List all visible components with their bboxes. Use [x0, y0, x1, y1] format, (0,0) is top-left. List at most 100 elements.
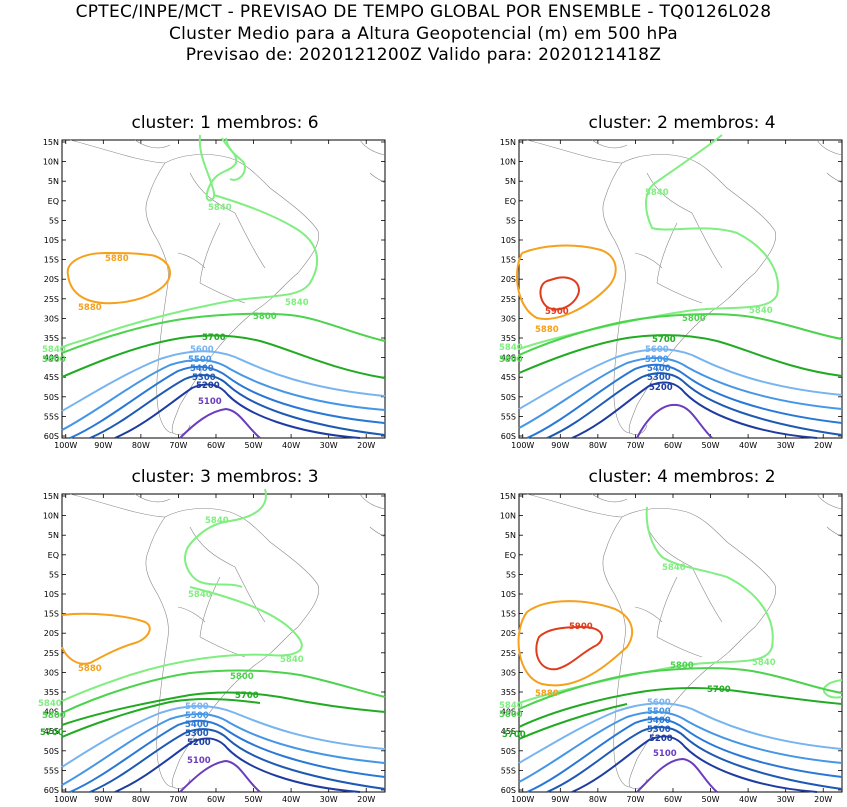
lon-tick-label: 90W [94, 795, 112, 804]
contour-5100 [179, 407, 261, 439]
contour-label: 5300 [192, 373, 216, 383]
contour-label: 5840 [499, 343, 523, 353]
figure-title-line2: Cluster Medio para a Altura Geopotencial… [168, 24, 679, 44]
lat-tick-label: 50S [44, 747, 59, 756]
lon-tick-label: 60W [664, 795, 682, 804]
contour-5600 [61, 705, 386, 768]
contour-5300 [89, 374, 386, 439]
lat-tick-label: 50S [44, 393, 59, 402]
lon-tick-label: 20W [357, 795, 375, 804]
lat-tick-label: 35S [501, 334, 516, 343]
contour-label: 5600 [647, 698, 671, 708]
lon-tick-label: 50W [244, 795, 262, 804]
lat-tick-label: 45S [44, 727, 59, 736]
lat-tick-label: 10S [501, 590, 516, 599]
contour-5840-north [198, 134, 238, 202]
contour-5700 [61, 334, 386, 379]
contour-label: 5100 [653, 749, 677, 759]
lat-tick-label: 10S [44, 590, 59, 599]
lat-tick-label: EQ [48, 551, 59, 560]
map-panel-cluster-2: 15N 10N 5N EQ 5S 10S 15S 20S 25S 30S 35S 40S 45S 50S 5… [499, 134, 843, 450]
lat-tick-label: 10S [501, 236, 516, 245]
contour-5400 [69, 719, 386, 793]
contour-5800 [61, 669, 386, 714]
lon-tick-label: 50W [701, 795, 719, 804]
contour-label: 5840 [752, 658, 776, 668]
lon-tick-label: 40W [739, 441, 757, 450]
map-border [518, 493, 843, 793]
lat-tick-label: 55S [501, 766, 516, 775]
contour-5200 [571, 735, 818, 793]
contour-5840-east [822, 679, 843, 699]
lon-tick-label: 70W [626, 441, 644, 450]
contour-label: 5840 [285, 298, 309, 308]
contour-5200 [114, 737, 361, 793]
contour-5900-closed [539, 276, 581, 311]
lon-tick-label: 70W [626, 795, 644, 804]
lon-tick-label: 20W [814, 441, 832, 450]
contour-5600 [61, 350, 386, 412]
lat-tick-label: 45S [44, 373, 59, 382]
contour-5840-main [518, 506, 774, 704]
lat-tick-label: 20S [44, 629, 59, 638]
map-frame-3: 15N 10N 5N EQ 5S 10S 15S 20S 25S 30S 35S 40S 45S 50S 5… [43, 492, 386, 804]
lat-tick-label: 5S [506, 216, 516, 225]
contour-label: 5700 [707, 685, 731, 695]
contour-label: 5840 [42, 345, 66, 355]
contour-label: 5600 [645, 345, 669, 355]
lon-tick-label: 100W [54, 441, 77, 450]
lat-tick-label: 10N [43, 158, 59, 167]
lon-tick-label: 20W [357, 441, 375, 450]
lat-tick-label: 25S [44, 295, 59, 304]
contour-5880-open [61, 612, 151, 665]
contour-label: 5400 [185, 720, 209, 730]
contour-5700 [518, 334, 843, 377]
lat-tick-label: 25S [501, 295, 516, 304]
contour-5880-closed [516, 244, 617, 320]
lon-tick-label: 70W [169, 795, 187, 804]
lon-tick-label: 70W [169, 441, 187, 450]
contour-5880-closed [517, 600, 634, 687]
contour-5800 [518, 667, 843, 710]
contour-label: 5100 [187, 756, 211, 766]
contour-5400 [69, 365, 386, 439]
contour-5400 [526, 717, 843, 793]
contour-label: 5700 [40, 728, 64, 738]
lat-tick-label: 40S [44, 708, 59, 717]
lon-tick-label: 40W [739, 795, 757, 804]
lat-tick-label: 60S [501, 786, 516, 795]
panel-title-cluster-3: cluster: 3 membros: 3 [131, 467, 319, 487]
lon-tick-label: 60W [207, 441, 225, 450]
contour-5400 [526, 363, 843, 439]
contour-label: 5500 [188, 355, 212, 365]
figure-title-line1: CPTEC/INPE/MCT - PREVISAO DE TEMPO GLOBA… [75, 2, 772, 22]
contour-label: 5700 [652, 335, 676, 345]
contour-5500 [518, 357, 843, 429]
lon-tick-label: 50W [244, 441, 262, 450]
contour-5100 [636, 757, 718, 793]
lat-tick-label: 10N [500, 158, 516, 167]
lat-tick-label: 55S [501, 412, 516, 421]
lat-tick-label: 15N [500, 138, 516, 147]
lon-tick-label: 80W [589, 441, 607, 450]
contour-5800 [61, 312, 386, 354]
lon-tick-label: 100W [54, 795, 77, 804]
lat-tick-label: EQ [505, 551, 516, 560]
contour-5200 [114, 383, 361, 439]
contour-label: 5700 [202, 333, 226, 343]
lat-tick-label: 20S [44, 275, 59, 284]
lat-tick-label: 30S [501, 314, 516, 323]
lat-tick-label: 10S [44, 236, 59, 245]
contour-label: 5500 [645, 355, 669, 365]
lon-tick-label: 40W [282, 441, 300, 450]
lon-tick-label: 30W [777, 441, 795, 450]
lat-tick-label: 40S [501, 708, 516, 717]
contour-5700-lower [518, 703, 628, 740]
contour-label: 5800 [670, 661, 694, 671]
contour-5500 [61, 713, 386, 786]
contour-5300 [546, 726, 843, 793]
contour-5700-upper [61, 691, 386, 726]
contour-label: 5840 [645, 188, 669, 198]
map-border [61, 493, 386, 793]
lon-tick-label: 60W [664, 441, 682, 450]
